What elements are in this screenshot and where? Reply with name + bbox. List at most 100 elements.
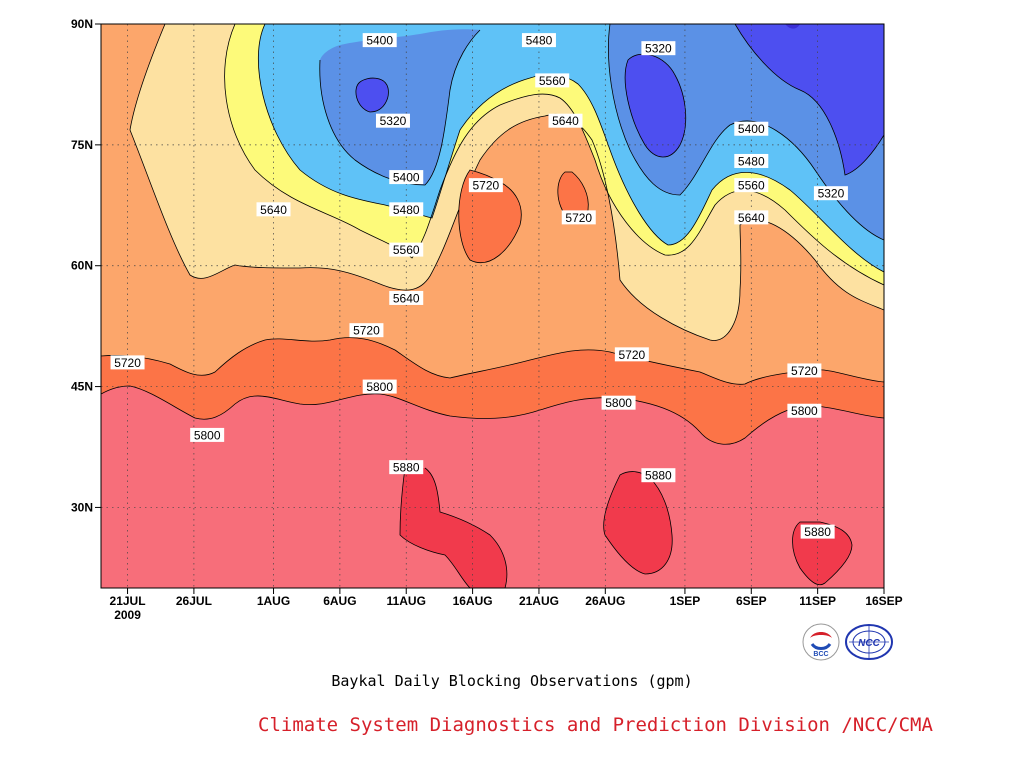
contour-label-bg (389, 290, 424, 305)
contour-label-text: 5560 (738, 179, 765, 193)
contour-label-bg (389, 202, 424, 217)
contour-label: 5800 (787, 403, 822, 418)
svg-text:NCC: NCC (858, 638, 880, 649)
credit-line: Climate System Diagnostics and Predictio… (258, 714, 933, 736)
y-tick-label: 60N (71, 259, 93, 273)
contour-label: 5400 (734, 121, 769, 136)
contour-label-text: 5320 (645, 42, 672, 56)
contour-label: 5480 (521, 33, 556, 48)
contour-label-text: 5880 (804, 525, 831, 539)
contour-label-text: 5480 (393, 203, 420, 217)
contour-label: 5400 (362, 33, 397, 48)
contour-label-text: 5560 (539, 74, 566, 88)
contour-label-bg (734, 121, 769, 136)
contour-label-text: 5320 (818, 187, 845, 201)
contour-label: 5720 (614, 347, 649, 362)
contour-label-bg (787, 363, 822, 378)
contour-label-bg (389, 460, 424, 475)
contour-label-bg (349, 323, 384, 338)
contour-label-text: 5640 (738, 211, 765, 225)
contour-label-bg (548, 113, 583, 128)
contour-label: 5640 (389, 290, 424, 305)
contour-label-bg (375, 113, 410, 128)
band-5880-max-b (603, 471, 673, 574)
contour-label-text: 5720 (565, 211, 592, 225)
band-5880-max-a (400, 468, 507, 588)
x-tick-label: 26AUG (585, 594, 625, 608)
contour-label: 5720 (349, 323, 384, 338)
contour-label-bg (535, 73, 570, 88)
contour-label-bg (641, 41, 676, 56)
y-tick-label: 75N (71, 138, 93, 152)
contour-label: 5480 (734, 153, 769, 168)
contour-label: 5720 (787, 363, 822, 378)
contour-label: 5400 (389, 170, 424, 185)
contour-label-text: 5720 (473, 179, 500, 193)
contour-label-text: 5880 (393, 461, 420, 475)
y-tick-label: 30N (71, 500, 93, 514)
contour-label-bg (389, 242, 424, 257)
contour-label-bg (110, 355, 145, 370)
contour-label: 5560 (389, 242, 424, 257)
ncc-logo-icon: NCC (844, 622, 894, 662)
contour-label-bg (641, 468, 676, 483)
contour-label: 5800 (601, 395, 636, 410)
contour-label: 5800 (190, 427, 225, 442)
grid-lines (101, 24, 884, 588)
contour-label-text: 5640 (393, 291, 420, 305)
contour-label-text: 5800 (366, 380, 393, 394)
contour-label-text: 5400 (393, 171, 420, 185)
x-tick-label: 1AUG (257, 594, 290, 608)
contour-label-text: 5640 (552, 114, 579, 128)
contour-label-text: 5800 (791, 404, 818, 418)
contour-label-bg (734, 178, 769, 193)
x-tick-sublabel: 2009 (114, 608, 141, 622)
contour-label-text: 5880 (645, 469, 672, 483)
contour-label-bg (190, 427, 225, 442)
x-tick-label: 6SEP (736, 594, 767, 608)
contour-label: 5560 (535, 73, 570, 88)
y-tick-label: 45N (71, 380, 93, 394)
contour-label-text: 5720 (353, 324, 380, 338)
y-tick-label: 90N (71, 17, 93, 31)
contour-label-bg (389, 170, 424, 185)
x-tick-label: 6AUG (323, 594, 356, 608)
svg-text:BCC: BCC (813, 651, 828, 658)
x-tick-label: 16SEP (865, 594, 902, 608)
contour-label-text: 5320 (380, 114, 407, 128)
contour-label-text: 5480 (526, 34, 553, 48)
contour-label: 5720 (561, 210, 596, 225)
contour-label: 5720 (468, 178, 503, 193)
x-tick-label: 21JUL (110, 594, 146, 608)
x-tick-label: 26JUL (176, 594, 212, 608)
contour-lines (101, 24, 884, 588)
contour-fill-layer: 5400 5320 5400 5480 5560 5640 5480 5560 5640 5720… (101, 24, 884, 588)
band-below-5320 (355, 24, 884, 175)
contour-label-bg (256, 202, 291, 217)
contour-label-text: 5720 (618, 348, 645, 362)
contour-label-bg (561, 210, 596, 225)
contour-label-text: 5400 (738, 122, 765, 136)
x-tick-label: 11SEP (799, 594, 836, 608)
x-tick-label: 1SEP (670, 594, 701, 608)
contour-label: 5560 (734, 178, 769, 193)
contour-label: 5640 (734, 210, 769, 225)
contour-label-bg (734, 210, 769, 225)
contour-label: 5640 (548, 113, 583, 128)
contour-label: 5880 (389, 460, 424, 475)
bcc-logo-icon: BCC (800, 622, 842, 662)
band-min-core (785, 24, 800, 29)
contour-label-text: 5480 (738, 154, 765, 168)
contour-label-bg (468, 178, 503, 193)
contour-label-bg (734, 153, 769, 168)
contour-label: 5640 (256, 202, 291, 217)
contour-label-text: 5560 (393, 243, 420, 257)
x-tick-label: 21AUG (519, 594, 559, 608)
contour-label-bg (787, 403, 822, 418)
contour-label-bg (362, 379, 397, 394)
contour-label: 5800 (362, 379, 397, 394)
contour-label-text: 5720 (114, 356, 141, 370)
contour-label-bg (800, 524, 835, 539)
